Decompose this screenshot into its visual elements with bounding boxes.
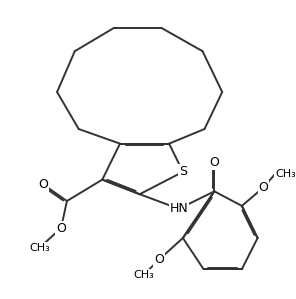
Text: CH₃: CH₃ [275,169,296,179]
Text: CH₃: CH₃ [29,243,50,253]
Text: O: O [258,181,268,194]
Text: O: O [56,222,66,235]
Text: S: S [179,165,187,178]
Text: HN: HN [170,202,188,215]
Text: O: O [38,178,48,191]
Text: CH₃: CH₃ [133,270,154,280]
Text: O: O [209,155,219,169]
Text: O: O [155,253,164,266]
